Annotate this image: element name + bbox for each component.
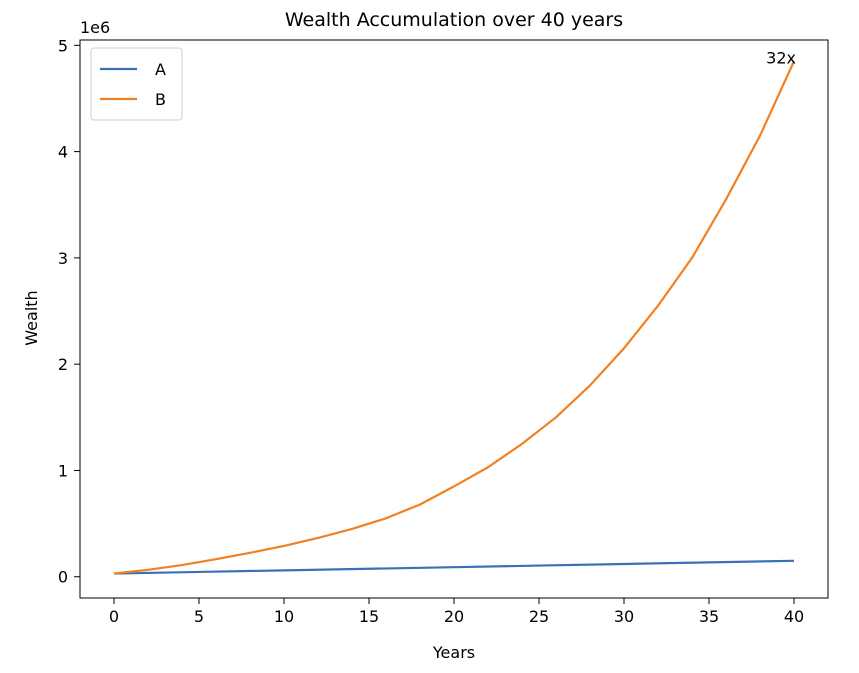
x-tick-label: 0 [109,607,119,626]
chart-title: Wealth Accumulation over 40 years [285,9,623,31]
x-tick-label: 20 [444,607,464,626]
axes-frame [79,39,829,599]
x-axis-label: Years [432,643,475,662]
x-tick-label: 25 [529,607,549,626]
legend-box [90,47,183,121]
y-tick-label: 0 [58,568,68,587]
x-tick-label: 40 [784,607,804,626]
x-tick-label: 35 [699,607,719,626]
y-tick-label: 2 [58,355,68,374]
x-tick-label: 15 [359,607,379,626]
y-tick-label: 4 [58,143,68,162]
series-line-a [113,559,795,575]
annotation-label: 32x [766,48,796,67]
series-line-b [113,60,796,575]
plot-area: 0 5 10 15 20 25 30 35 40 0 1 2 3 4 5 32x AB [58,36,829,626]
x-tick-label: 30 [614,607,634,626]
x-tick-label: 10 [274,607,294,626]
y-offset-label: 1e6 [80,18,110,37]
y-axis-label: Wealth [22,290,41,345]
x-tick-label: 5 [194,607,204,626]
legend-label-b: B [155,90,166,109]
y-tick-label: 1 [58,461,68,480]
y-tick-label: 3 [58,249,68,268]
legend-label-a: A [155,60,166,79]
y-tick-label: 5 [58,36,68,55]
